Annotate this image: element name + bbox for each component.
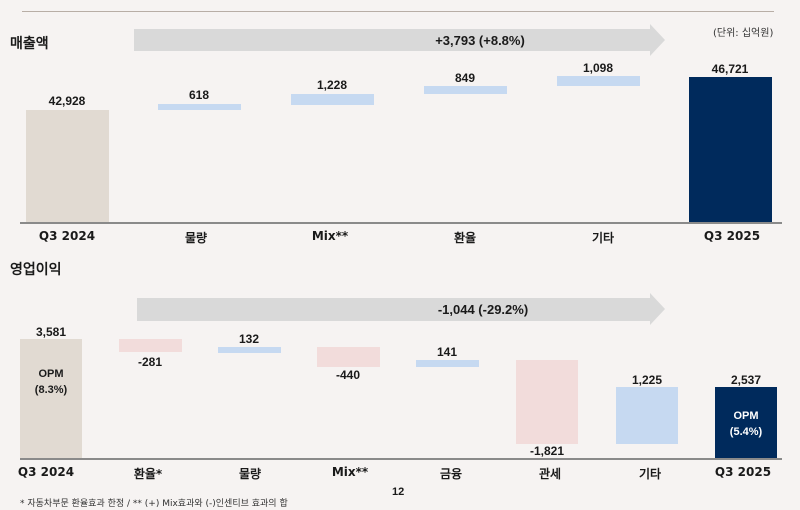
op-change-arrow (137, 298, 650, 321)
op-category-volume: 물량 (238, 467, 262, 481)
revenue-bar-q3-2025 (689, 77, 772, 222)
operating-profit-title: 영업이익 (10, 262, 62, 278)
op-value-finance: 141 (436, 345, 458, 359)
op-value-mix: -440 (335, 368, 361, 382)
revenue-value-mix: 1,228 (316, 78, 348, 92)
page-number: 12 (392, 486, 405, 498)
op-bar-other (616, 387, 678, 444)
revenue-title: 매출액 (10, 36, 49, 52)
revenue-x-axis (20, 222, 782, 224)
op-value-fx: -281 (137, 355, 163, 369)
revenue-change-label: +3,793 (+8.8%) (435, 33, 525, 48)
revenue-category-volume: 물량 (184, 231, 208, 245)
op-value-q3-2025: 2,537 (730, 373, 762, 387)
op-value-volume: 132 (238, 332, 260, 346)
unit-label: (단위: 십억원) (713, 28, 774, 39)
op-value-tariff: -1,821 (529, 444, 565, 458)
op-bar-tariff (516, 360, 578, 444)
op-bar-q3-2025 (715, 387, 777, 458)
revenue-category-mix: Mix** (311, 229, 349, 243)
revenue-value-fx: 849 (454, 71, 476, 85)
revenue-bar-volume (158, 104, 241, 110)
op-end-opm-label: OPM (5.4%) (715, 408, 777, 440)
revenue-bar-q3-2024 (26, 110, 109, 222)
revenue-value-q3-2025: 46,721 (711, 62, 749, 76)
op-category-q3-2025: Q3 2025 (714, 465, 772, 479)
opm-percentage: (5.4%) (729, 426, 763, 438)
revenue-value-volume: 618 (188, 88, 210, 102)
op-bar-q3-2024 (20, 339, 82, 458)
header-divider (22, 11, 774, 12)
op-change-label: -1,044 (-29.2%) (437, 302, 529, 317)
opm-percentage: (8.3%) (34, 384, 68, 396)
op-value-q3-2024: 3,581 (35, 325, 67, 339)
revenue-category-fx: 환율 (453, 231, 477, 245)
op-category-fx: 환율* (133, 467, 163, 481)
op-category-q3-2024: Q3 2024 (17, 465, 75, 479)
op-bar-finance (416, 360, 479, 367)
revenue-change-arrow (134, 29, 650, 51)
op-value-other: 1,225 (631, 373, 663, 387)
arrow-head-icon (650, 24, 665, 56)
revenue-bar-mix (291, 94, 374, 105)
op-category-other: 기타 (638, 467, 662, 481)
op-x-axis (20, 458, 782, 460)
revenue-category-q3-2025: Q3 2025 (703, 229, 761, 243)
op-category-tariff: 관세 (538, 467, 562, 481)
revenue-bar-other (557, 76, 640, 86)
revenue-bar-fx (424, 86, 507, 94)
op-start-opm-label: OPM (8.3%) (20, 366, 82, 398)
op-category-finance: 금융 (439, 467, 463, 481)
revenue-category-other: 기타 (591, 231, 615, 245)
op-bar-mix (317, 347, 380, 367)
opm-label: OPM (733, 410, 759, 422)
revenue-value-other: 1,098 (582, 61, 614, 75)
arrow-head-icon (650, 293, 665, 325)
op-bar-fx (119, 339, 182, 352)
opm-label: OPM (38, 368, 64, 380)
revenue-category-q3-2024: Q3 2024 (38, 229, 96, 243)
footnote: * 자동차부문 환율효과 한정 / ** (+) Mix효과와 (-)인센티브 … (20, 499, 288, 509)
op-bar-volume (218, 347, 281, 353)
revenue-value-q3-2024: 42,928 (48, 94, 86, 108)
op-category-mix: Mix** (331, 465, 369, 479)
